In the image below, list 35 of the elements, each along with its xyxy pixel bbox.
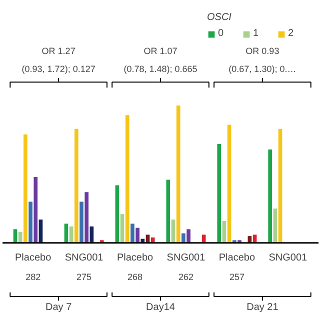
legend-label: 0 [218, 28, 225, 39]
x-tick-label: Placebo 257 [218, 252, 256, 282]
bar [125, 115, 130, 243]
bar [227, 124, 232, 243]
legend-label: 1 [253, 28, 260, 39]
text: OR 1.07 (0.78, 1.48); 0.665 [124, 46, 198, 74]
text: Day 7 [46, 302, 72, 314]
x-tick-label: SNG001 262 [166, 252, 206, 282]
bar [84, 192, 89, 243]
bar [80, 202, 84, 243]
x-tick-label: SNG001 275 [64, 252, 104, 282]
text: OR 1.27 (0.93, 1.72); 0.127 [22, 46, 96, 74]
bar [166, 180, 170, 243]
bar [278, 128, 282, 243]
bar [136, 228, 140, 243]
bar [268, 150, 272, 243]
bar [34, 176, 38, 243]
text: Day14 [146, 302, 176, 314]
text: Day 21 [246, 302, 279, 314]
bar [186, 229, 190, 243]
bar [182, 233, 186, 243]
bar [176, 106, 180, 243]
x-tick-label: SNG001 [268, 252, 308, 264]
bar [74, 128, 78, 243]
x-tick-label: Placebo 282 [15, 252, 52, 282]
legend-label: 2 [288, 28, 295, 39]
bar [115, 185, 120, 243]
bar [130, 224, 134, 243]
bar [18, 232, 22, 243]
legend-title: OSCI [207, 12, 232, 23]
bar [217, 144, 222, 243]
bar [24, 134, 28, 243]
bar [28, 202, 32, 243]
text: OR 0.93 (0.67, 1.30); 0.… [228, 46, 296, 74]
x-tick-label: Placebo 268 [116, 252, 154, 282]
